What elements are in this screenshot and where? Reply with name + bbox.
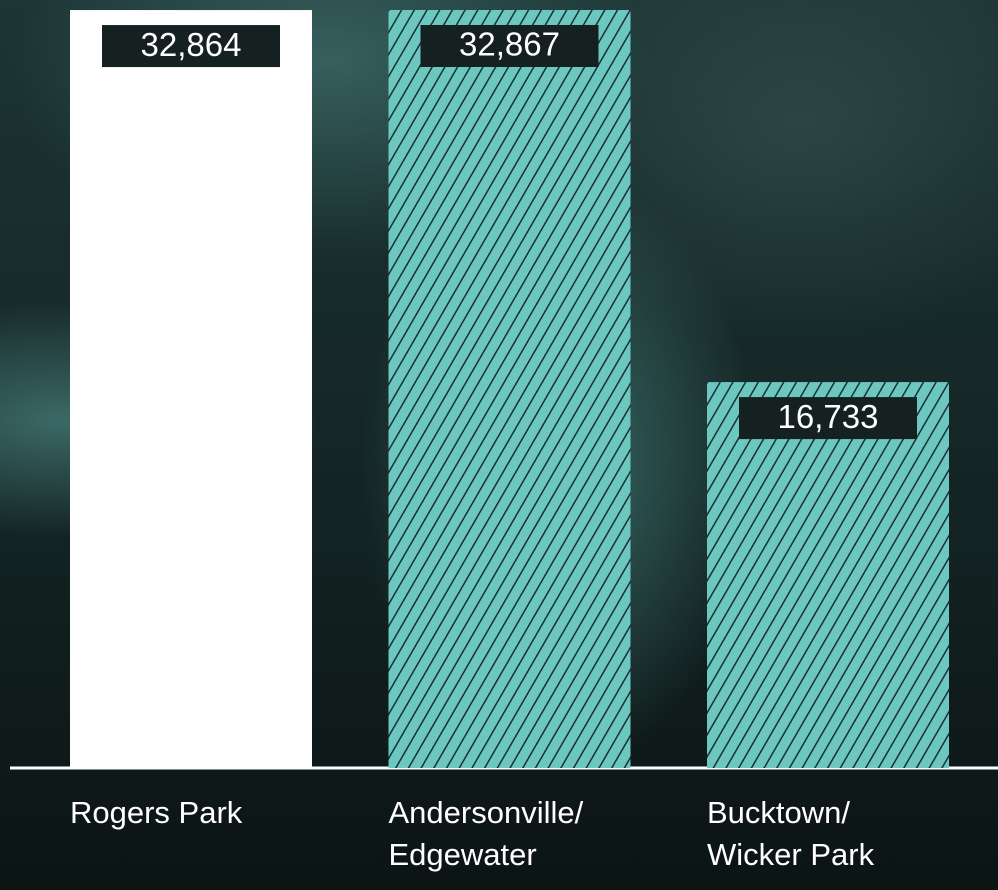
category-label: Bucktown/ Wicker Park xyxy=(707,795,875,872)
bar xyxy=(388,9,631,768)
bar xyxy=(707,382,949,768)
value-label: 32,867 xyxy=(459,26,560,63)
value-label-box xyxy=(420,24,599,67)
value-label: 32,864 xyxy=(141,26,242,63)
category-label: Rogers Park xyxy=(70,795,243,830)
bar xyxy=(70,10,312,769)
category-label: Andersonville/ Edgewater xyxy=(388,795,584,872)
value-label: 16,733 xyxy=(778,398,879,435)
value-label-box xyxy=(739,397,917,440)
value-label-box xyxy=(102,25,280,68)
